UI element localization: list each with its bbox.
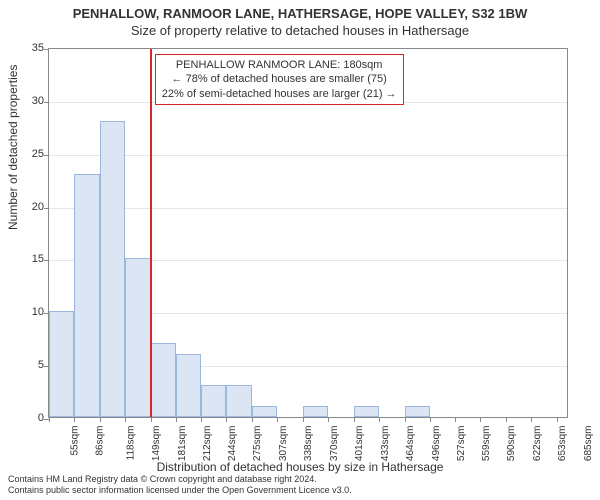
gridline (49, 208, 567, 209)
xtick-label: 118sqm (125, 426, 136, 461)
xtick-label: 86sqm (95, 426, 106, 456)
ytick-mark (44, 260, 49, 261)
xtick-mark (303, 417, 304, 422)
xtick-mark (125, 417, 126, 422)
xtick-label: 464sqm (405, 426, 416, 462)
ytick-label: 35 (14, 42, 44, 54)
xtick-label: 622sqm (532, 426, 543, 462)
xtick-label: 55sqm (70, 426, 81, 456)
annotation-line3: 22% of semi-detached houses are larger (… (162, 87, 397, 101)
xtick-label: 527sqm (456, 426, 467, 462)
title-block: PENHALLOW, RANMOOR LANE, HATHERSAGE, HOP… (0, 0, 600, 38)
xtick-label: 685sqm (583, 426, 594, 462)
xtick-label: 275sqm (252, 426, 263, 462)
marker-line (150, 49, 152, 417)
histogram-bar (201, 385, 226, 417)
histogram-bar (176, 354, 202, 417)
xtick-label: 653sqm (557, 426, 568, 462)
xtick-mark (328, 417, 329, 422)
xtick-mark (379, 417, 380, 422)
xtick-label: 181sqm (177, 426, 188, 462)
histogram-bar (303, 406, 328, 417)
xtick-label: 212sqm (202, 426, 213, 462)
histogram-chart: PENHALLOW RANMOOR LANE: 180sqm ← 78% of … (48, 48, 568, 418)
histogram-bar (405, 406, 430, 417)
xtick-mark (506, 417, 507, 422)
footer-line2: Contains public sector information licen… (8, 485, 352, 496)
ytick-label: 25 (14, 148, 44, 160)
annotation-box: PENHALLOW RANMOOR LANE: 180sqm ← 78% of … (155, 54, 404, 105)
xtick-mark (557, 417, 558, 422)
xtick-label: 338sqm (303, 426, 314, 462)
main-title: PENHALLOW, RANMOOR LANE, HATHERSAGE, HOP… (0, 6, 600, 21)
ytick-label: 5 (14, 359, 44, 371)
footer: Contains HM Land Registry data © Crown c… (8, 474, 352, 496)
annotation-line2: ← 78% of detached houses are smaller (75… (162, 72, 397, 86)
histogram-bar (226, 385, 252, 417)
histogram-bar (252, 406, 277, 417)
xtick-mark (480, 417, 481, 422)
xtick-mark (430, 417, 431, 422)
xtick-mark (405, 417, 406, 422)
gridline (49, 155, 567, 156)
ytick-mark (44, 102, 49, 103)
xtick-mark (226, 417, 227, 422)
xtick-mark (277, 417, 278, 422)
histogram-bar (49, 311, 74, 417)
ytick-label: 15 (14, 253, 44, 265)
xtick-mark (455, 417, 456, 422)
xtick-mark (151, 417, 152, 422)
xtick-mark (201, 417, 202, 422)
x-axis-label: Distribution of detached houses by size … (0, 460, 600, 474)
xtick-label: 370sqm (329, 426, 340, 462)
xtick-label: 149sqm (151, 426, 162, 462)
xtick-label: 244sqm (227, 426, 238, 462)
ytick-label: 30 (14, 95, 44, 107)
histogram-bar (354, 406, 379, 417)
sub-title: Size of property relative to detached ho… (0, 23, 600, 38)
ytick-mark (44, 49, 49, 50)
xtick-label: 559sqm (481, 426, 492, 462)
xtick-label: 433sqm (380, 426, 391, 462)
xtick-label: 496sqm (431, 426, 442, 462)
footer-line1: Contains HM Land Registry data © Crown c… (8, 474, 352, 485)
xtick-label: 401sqm (354, 426, 365, 462)
xtick-label: 307sqm (278, 426, 289, 462)
histogram-bar (74, 174, 100, 417)
ytick-mark (44, 155, 49, 156)
histogram-bar (151, 343, 176, 417)
xtick-mark (354, 417, 355, 422)
xtick-mark (74, 417, 75, 422)
xtick-mark (100, 417, 101, 422)
xtick-label: 590sqm (506, 426, 517, 462)
ytick-label: 0 (14, 412, 44, 424)
ytick-label: 10 (14, 306, 44, 318)
annotation-line1: PENHALLOW RANMOOR LANE: 180sqm (162, 58, 397, 72)
histogram-bar (100, 121, 125, 417)
histogram-bar (125, 258, 151, 417)
xtick-mark (49, 417, 50, 422)
xtick-mark (252, 417, 253, 422)
xtick-mark (176, 417, 177, 422)
xtick-mark (531, 417, 532, 422)
ytick-mark (44, 208, 49, 209)
ytick-label: 20 (14, 201, 44, 213)
